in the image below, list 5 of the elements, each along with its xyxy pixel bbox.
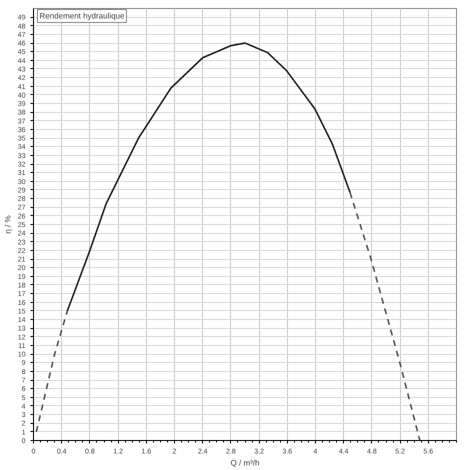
- line-series: [66, 42, 351, 312]
- line-series: [349, 192, 421, 440]
- x-axis-title: Q / m³/h: [230, 458, 260, 468]
- y-axis-title: η / %: [4, 215, 13, 234]
- chart-title: Rendement hydraulique: [40, 12, 125, 20]
